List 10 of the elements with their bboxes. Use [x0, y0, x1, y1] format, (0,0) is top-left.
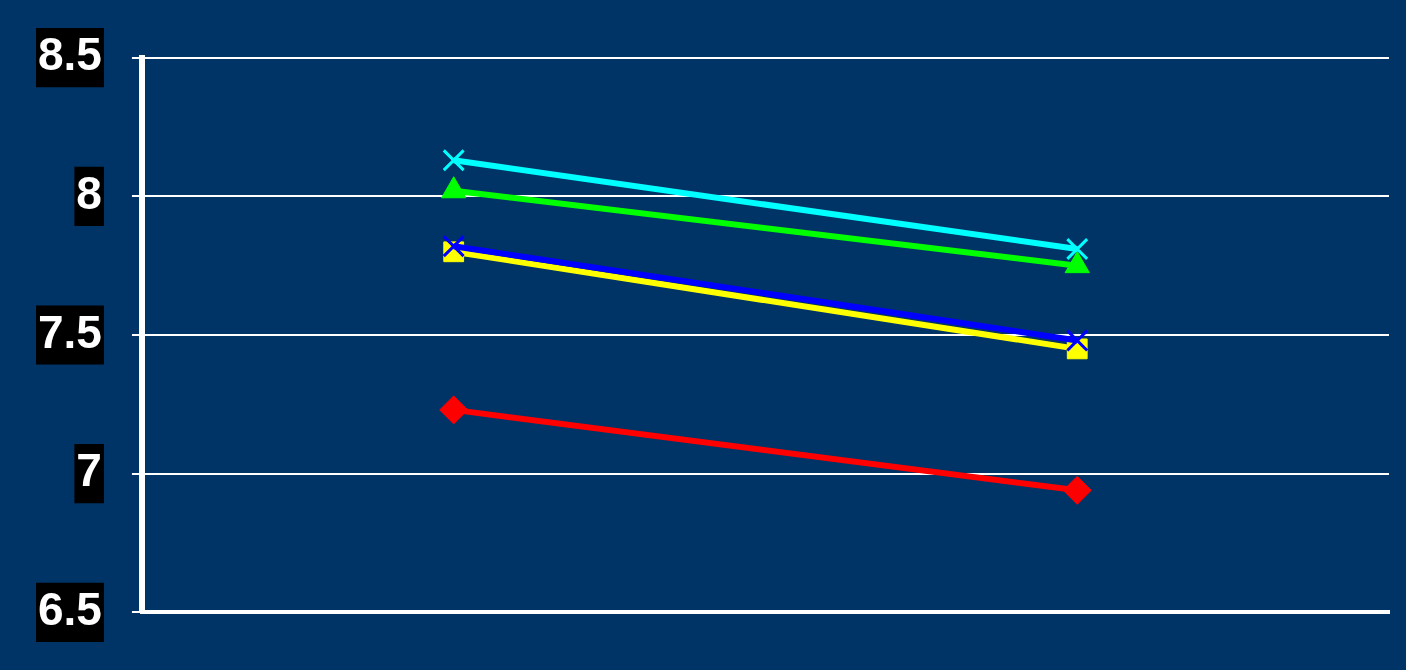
point: [442, 234, 466, 258]
y-tick-label: 8: [76, 166, 102, 219]
point: [439, 395, 469, 425]
point: [1065, 329, 1089, 352]
y-tick-label: 6.5: [37, 583, 102, 636]
point: [442, 148, 466, 172]
y-tick-label: 7.5: [37, 305, 102, 358]
point: [1062, 475, 1092, 505]
y-tick-label: 7: [76, 444, 102, 497]
y-tick-label: 8.5: [37, 28, 102, 81]
